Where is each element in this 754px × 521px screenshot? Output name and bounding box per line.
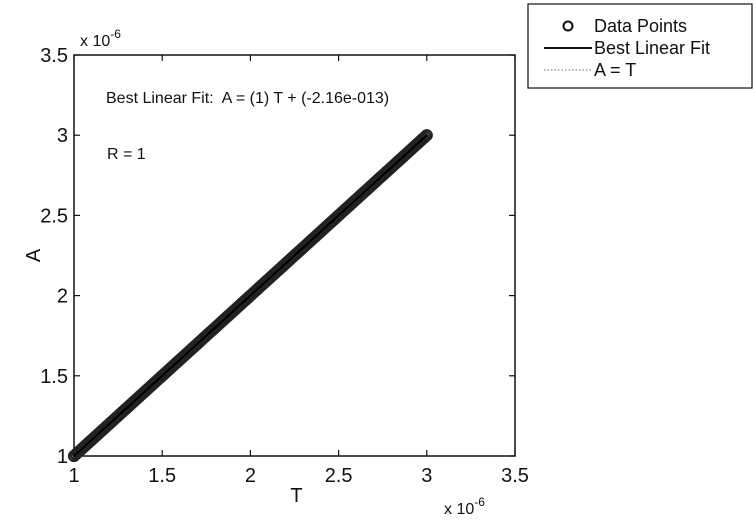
data-point bbox=[418, 130, 432, 143]
x-axis-multiplier-exponent: -6 bbox=[474, 495, 485, 509]
y-tick-label: 1 bbox=[57, 446, 68, 468]
x-tick-label: 3.5 bbox=[501, 465, 529, 487]
y-tick-label: 3 bbox=[57, 125, 68, 147]
series-fit-line bbox=[73, 134, 428, 457]
legend-label-best-fit: Best Linear Fit bbox=[594, 38, 710, 58]
x-axis-ticks: 1 1.5 2 2.5 3 3.5 bbox=[68, 55, 529, 487]
legend-box bbox=[527, 3, 753, 89]
legend-label-data-points: Data Points bbox=[594, 16, 687, 36]
y-axis-ticks: 1 1.5 2 2.5 3 3.5 bbox=[40, 45, 515, 468]
fit-equation-annotation: Best Linear Fit: A = (1) T + (-2.16e-013… bbox=[106, 90, 389, 107]
data-point bbox=[420, 129, 433, 142]
x-axis-multiplier-base: x 10 bbox=[444, 501, 474, 518]
x-axis-label: T bbox=[290, 485, 302, 507]
series-data-points bbox=[67, 129, 433, 463]
legend-label-identity: A = T bbox=[594, 60, 636, 80]
x-tick-label: 2.5 bbox=[325, 465, 353, 487]
y-axis-multiplier-base: x 10 bbox=[80, 33, 110, 50]
legend: Data Points Best Linear Fit A = T bbox=[527, 3, 753, 89]
data-point bbox=[417, 132, 430, 145]
x-tick-label: 1.5 bbox=[148, 465, 176, 487]
x-tick-label: 1 bbox=[68, 465, 79, 487]
plot-area: 1 1.5 2 2.5 3 3.5 1 1.5 2 2.5 3 3.5 bbox=[40, 45, 529, 487]
x-axis-multiplier: x 10-6 bbox=[444, 495, 485, 518]
y-axis-multiplier-exponent: -6 bbox=[110, 27, 121, 41]
x-tick-label: 2 bbox=[245, 465, 256, 487]
y-tick-label: 2.5 bbox=[40, 205, 68, 227]
y-axis-label: A bbox=[23, 248, 45, 262]
axes-box bbox=[73, 54, 516, 457]
legend-marker-data-points bbox=[562, 20, 574, 32]
y-tick-label: 3.5 bbox=[40, 45, 68, 67]
x-tick-label: 3 bbox=[421, 465, 432, 487]
r-value-annotation: R = 1 bbox=[107, 146, 146, 163]
y-tick-label: 2 bbox=[57, 286, 68, 308]
y-tick-label: 1.5 bbox=[40, 366, 68, 388]
y-axis-multiplier: x 10-6 bbox=[80, 27, 121, 50]
fit-line bbox=[73, 134, 428, 457]
